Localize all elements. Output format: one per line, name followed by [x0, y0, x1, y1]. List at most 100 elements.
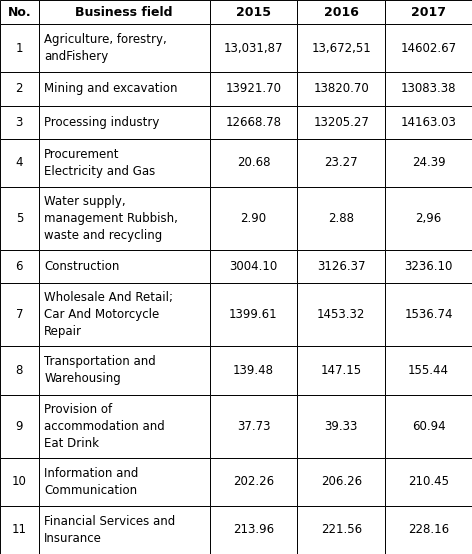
Bar [39, 283, 210, 346]
Text: 213.96: 213.96 [233, 524, 274, 536]
Text: 39.33: 39.33 [325, 419, 358, 433]
Text: Business field: Business field [76, 6, 173, 18]
Bar [385, 0, 472, 24]
Bar [0, 250, 39, 283]
Text: 13921.70: 13921.70 [226, 83, 281, 95]
Bar [385, 250, 472, 283]
Bar [210, 346, 297, 394]
Text: 10: 10 [12, 475, 27, 488]
Bar [297, 105, 385, 139]
Bar [210, 139, 297, 187]
Text: 3004.10: 3004.10 [229, 260, 278, 273]
Text: Mining and excavation: Mining and excavation [44, 83, 178, 95]
Bar [297, 458, 385, 506]
Text: 14602.67: 14602.67 [401, 42, 456, 55]
Text: 2017: 2017 [411, 6, 446, 18]
Bar [0, 139, 39, 187]
Bar [39, 105, 210, 139]
Bar [297, 394, 385, 458]
Text: Provision of
accommodation and
Eat Drink: Provision of accommodation and Eat Drink [44, 403, 165, 450]
Bar [39, 458, 210, 506]
Bar [297, 24, 385, 72]
Bar [210, 506, 297, 554]
Text: 221.56: 221.56 [320, 524, 362, 536]
Text: 202.26: 202.26 [233, 475, 274, 488]
Bar [210, 187, 297, 250]
Text: Agriculture, forestry,
andFishery: Agriculture, forestry, andFishery [44, 33, 167, 63]
Bar [385, 72, 472, 105]
Bar [0, 0, 39, 24]
Bar [0, 458, 39, 506]
Bar [0, 187, 39, 250]
Bar [39, 139, 210, 187]
Bar [39, 346, 210, 394]
Bar [385, 187, 472, 250]
Bar [385, 458, 472, 506]
Bar [385, 105, 472, 139]
Bar [385, 506, 472, 554]
Bar [385, 139, 472, 187]
Text: Financial Services and
Insurance: Financial Services and Insurance [44, 515, 176, 545]
Bar [297, 283, 385, 346]
Bar [0, 24, 39, 72]
Text: 23.27: 23.27 [324, 156, 358, 170]
Text: 3: 3 [16, 116, 23, 129]
Bar [297, 506, 385, 554]
Text: 5: 5 [16, 212, 23, 225]
Text: 2,96: 2,96 [415, 212, 442, 225]
Bar [39, 187, 210, 250]
Bar [210, 105, 297, 139]
Bar [39, 72, 210, 105]
Bar [297, 139, 385, 187]
Text: Procurement
Electricity and Gas: Procurement Electricity and Gas [44, 148, 156, 178]
Bar [0, 283, 39, 346]
Text: 210.45: 210.45 [408, 475, 449, 488]
Bar [0, 72, 39, 105]
Text: 1536.74: 1536.74 [405, 309, 453, 321]
Text: Construction: Construction [44, 260, 120, 273]
Text: 4: 4 [16, 156, 23, 170]
Bar [39, 24, 210, 72]
Bar [385, 283, 472, 346]
Text: 9: 9 [16, 419, 23, 433]
Text: 2.90: 2.90 [240, 212, 267, 225]
Bar [0, 105, 39, 139]
Bar [297, 0, 385, 24]
Text: Water supply,
management Rubbish,
waste and recycling: Water supply, management Rubbish, waste … [44, 195, 178, 242]
Text: 13,031,87: 13,031,87 [224, 42, 283, 55]
Bar [210, 72, 297, 105]
Bar [297, 187, 385, 250]
Text: No.: No. [8, 6, 31, 18]
Text: 2.88: 2.88 [328, 212, 354, 225]
Text: 139.48: 139.48 [233, 364, 274, 377]
Bar [39, 394, 210, 458]
Bar [385, 346, 472, 394]
Text: 12668.78: 12668.78 [226, 116, 281, 129]
Text: 13205.27: 13205.27 [313, 116, 369, 129]
Text: 8: 8 [16, 364, 23, 377]
Text: 2016: 2016 [324, 6, 359, 18]
Text: 14163.03: 14163.03 [401, 116, 456, 129]
Bar [385, 24, 472, 72]
Text: 13,672,51: 13,672,51 [312, 42, 371, 55]
Text: 11: 11 [12, 524, 27, 536]
Text: 13083.38: 13083.38 [401, 83, 456, 95]
Text: 3236.10: 3236.10 [405, 260, 453, 273]
Bar [297, 250, 385, 283]
Text: 1: 1 [16, 42, 23, 55]
Bar [210, 250, 297, 283]
Bar [210, 24, 297, 72]
Bar [210, 0, 297, 24]
Text: 2015: 2015 [236, 6, 271, 18]
Bar [297, 346, 385, 394]
Text: 13820.70: 13820.70 [313, 83, 369, 95]
Bar [39, 0, 210, 24]
Bar [385, 394, 472, 458]
Text: Transportation and
Warehousing: Transportation and Warehousing [44, 356, 156, 386]
Text: 7: 7 [16, 309, 23, 321]
Bar [39, 506, 210, 554]
Bar [0, 394, 39, 458]
Bar [39, 250, 210, 283]
Text: 147.15: 147.15 [320, 364, 362, 377]
Text: Wholesale And Retail;
Car And Motorcycle
Repair: Wholesale And Retail; Car And Motorcycle… [44, 291, 173, 338]
